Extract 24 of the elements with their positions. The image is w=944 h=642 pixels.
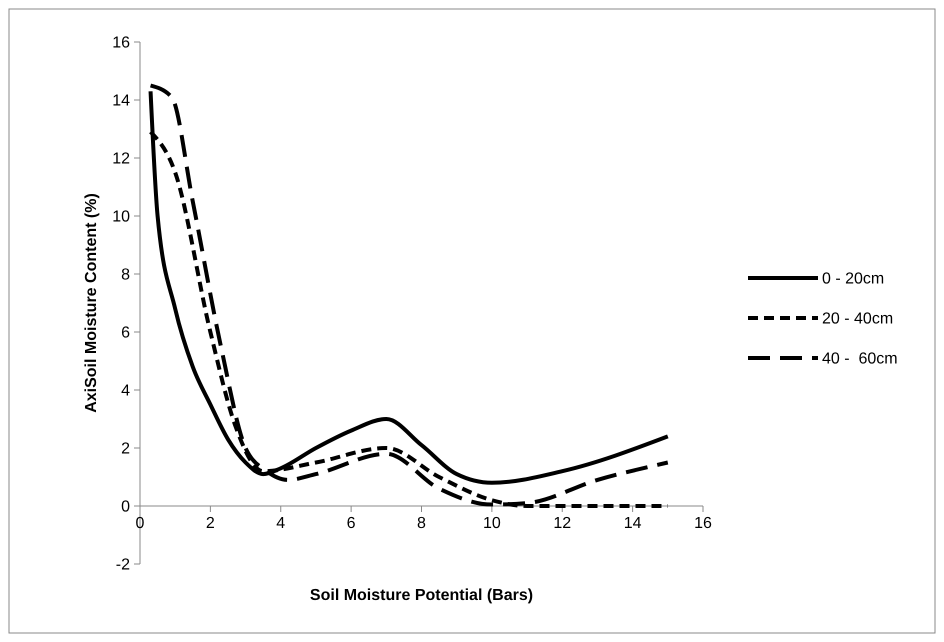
y-tick-label: 16 (112, 34, 130, 52)
x-tick-label: 14 (624, 515, 642, 532)
x-tick-label: 2 (206, 515, 215, 532)
x-tick-label: 6 (346, 515, 356, 532)
y-tick-label: 10 (112, 208, 130, 226)
y-tick-label: 4 (121, 382, 130, 400)
legend-label: 40 - 60cm (822, 350, 898, 368)
x-tick-label: 8 (417, 515, 426, 532)
y-tick-label: 14 (112, 92, 130, 110)
x-tick-label: 0 (136, 515, 145, 532)
y-tick-label: -2 (116, 556, 130, 574)
legend-label: 20 - 40cm (822, 310, 894, 328)
y-tick-label: 8 (121, 266, 130, 284)
x-axis-title: Soil Moisture Potential (Bars) (310, 587, 534, 604)
x-tick-label: 4 (276, 515, 286, 532)
y-tick-label: 12 (112, 150, 130, 168)
y-tick-label: 0 (121, 498, 130, 516)
y-axis-title: AxiSoil Moisture Content (%) (83, 193, 100, 413)
y-tick-label: 6 (121, 324, 130, 342)
x-tick-label: 10 (482, 515, 501, 532)
x-tick-label: 16 (694, 515, 712, 532)
x-tick-label: 12 (553, 515, 572, 532)
legend-label: 0 - 20cm (822, 270, 884, 288)
y-tick-label: 2 (121, 440, 130, 458)
